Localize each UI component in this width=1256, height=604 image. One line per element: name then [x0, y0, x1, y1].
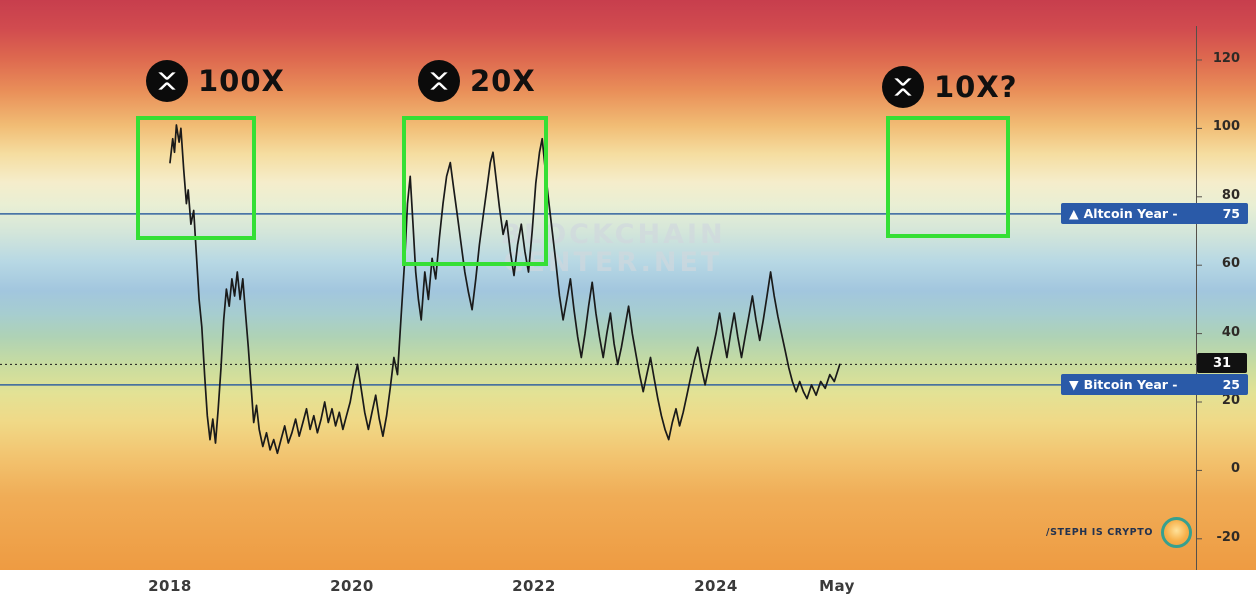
y-axis-tick-label: 120 — [1212, 51, 1240, 66]
annotation-10x: 10X? — [882, 66, 1018, 108]
xrp-logo-icon — [418, 60, 460, 102]
current-value-badge: 31 — [1197, 353, 1247, 373]
y-axis-tick-label: 80 — [1221, 187, 1240, 203]
highlight-box-20x — [402, 116, 548, 266]
xrp-logo-icon — [882, 66, 924, 108]
current-value: 31 — [1212, 355, 1232, 371]
altcoin-year-label: Altcoin Year - — [1083, 206, 1178, 221]
up-arrow-icon: ▲ — [1069, 206, 1079, 221]
annotation-100x: 100X — [146, 60, 285, 102]
y-axis-tick-label: -20 — [1216, 529, 1241, 545]
multiplier-label-100x: 100X — [198, 63, 285, 98]
credit: /STEPH IS CRYPTO — [1020, 515, 1192, 549]
altcoin-year-badge: ▲ Altcoin Year - 75 — [1061, 203, 1248, 224]
down-arrow-icon: ▼ — [1069, 377, 1079, 392]
bitcoin-year-value: 25 — [1222, 377, 1240, 392]
multiplier-label-10x: 10X? — [934, 69, 1018, 104]
x-axis-tick-label: 2018 — [148, 577, 192, 595]
x-axis-tick-label: 2022 — [512, 577, 556, 595]
bitcoin-year-badge: ▼ Bitcoin Year - 25 — [1061, 374, 1248, 395]
y-axis-tick-label: 60 — [1221, 256, 1240, 272]
y-axis-tick-label: 0 — [1230, 461, 1240, 477]
altcoin-year-value: 75 — [1222, 206, 1240, 221]
bitcoin-year-label: Bitcoin Year - — [1083, 377, 1178, 392]
xrp-logo-icon — [146, 60, 188, 102]
y-axis-tick-label: 20 — [1221, 393, 1240, 408]
annotation-20x: 20X — [418, 60, 536, 102]
x-axis-tick-label: 2024 — [694, 577, 738, 595]
y-axis-tick-label: 40 — [1221, 324, 1240, 340]
credit-text: /STEPH IS CRYPTO — [1046, 526, 1153, 538]
highlight-box-100x — [136, 116, 256, 240]
highlight-box-10x — [886, 116, 1010, 238]
steph-is-crypto-logo — [1161, 516, 1192, 548]
x-axis-tick-label: May — [819, 577, 855, 595]
y-axis-tick-label: 100 — [1212, 119, 1240, 135]
x-axis-tick-label: 2020 — [330, 577, 374, 595]
multiplier-label-20x: 20X — [470, 63, 536, 98]
